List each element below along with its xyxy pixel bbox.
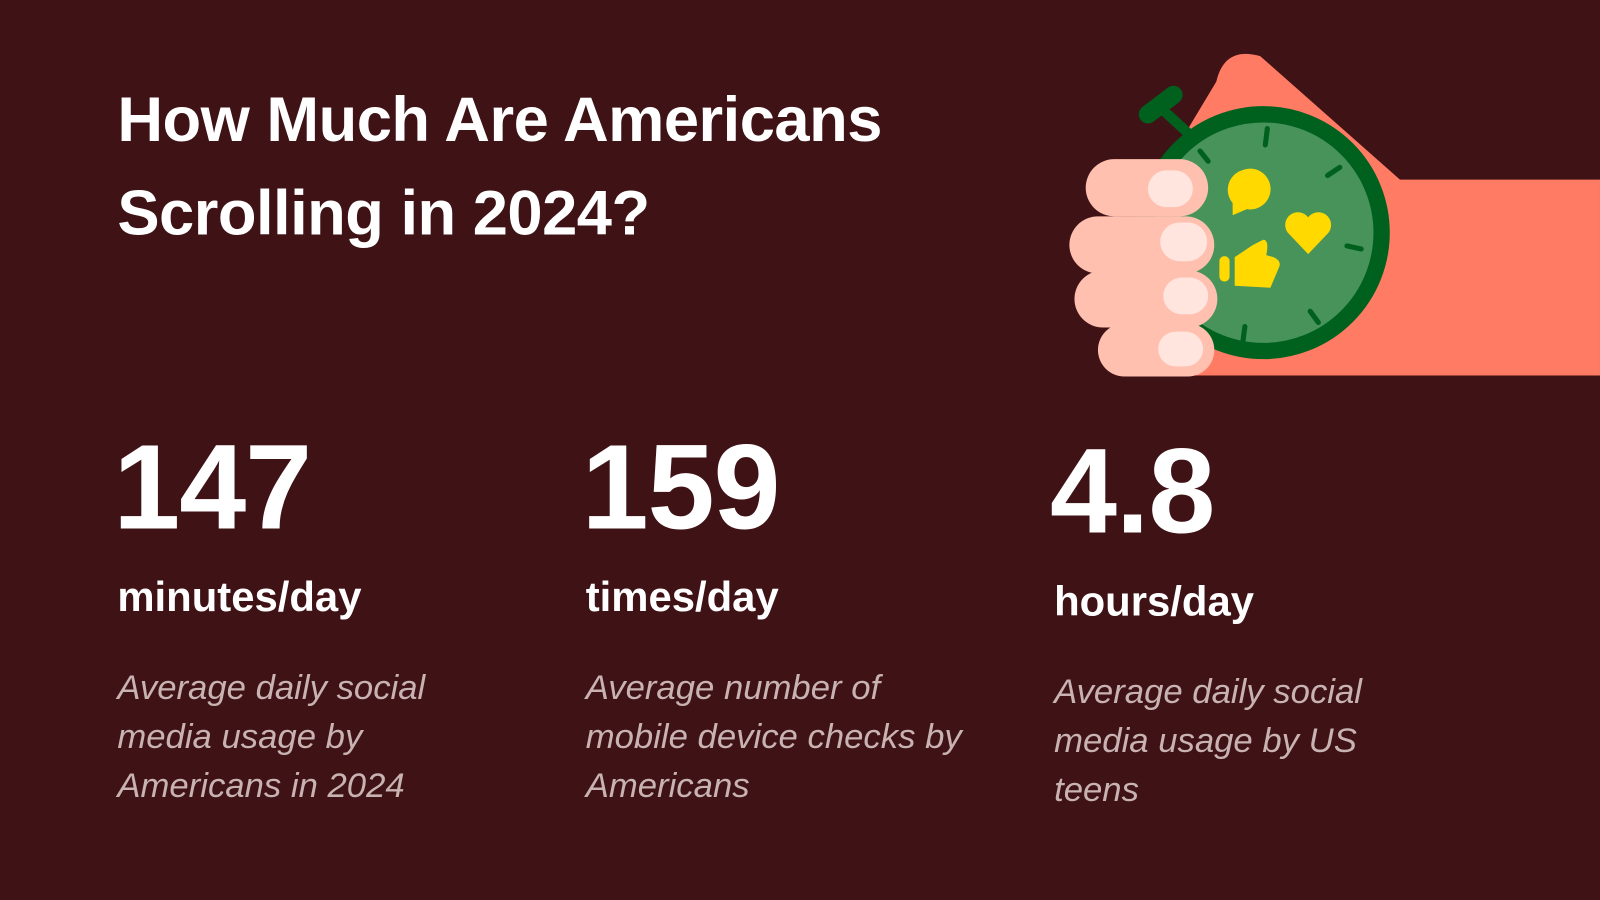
title-line-1: How Much Are Americans bbox=[117, 84, 882, 156]
stopwatch-button bbox=[1138, 85, 1195, 140]
page-title: How Much Are Americans Scrolling in 2024… bbox=[117, 73, 882, 261]
stat-description: Average number of mobile device checks b… bbox=[585, 668, 962, 806]
stat-value: 147 bbox=[113, 420, 312, 556]
speech-bubble-icon bbox=[1227, 168, 1271, 216]
heart-icon bbox=[1285, 212, 1332, 255]
stat-unit: minutes/day bbox=[117, 573, 362, 621]
stat-teen-hours-per-day: 4.8 hours/day Average daily social media… bbox=[1050, 431, 1483, 815]
stat-unit: hours/day bbox=[1054, 577, 1255, 625]
stat-checks-per-day: 159 times/day Average number of mobile d… bbox=[582, 427, 1015, 811]
title-line-2: Scrolling in 2024? bbox=[117, 178, 650, 249]
stat-unit: times/day bbox=[585, 573, 779, 621]
stat-value: 159 bbox=[581, 420, 781, 556]
stat-description: Average daily social media usage by US t… bbox=[1054, 672, 1363, 810]
fingers bbox=[1069, 159, 1218, 377]
thumbs-up-icon bbox=[1219, 239, 1280, 288]
tick-marks bbox=[1197, 126, 1364, 345]
stat-value: 4.8 bbox=[1049, 424, 1215, 560]
stat-minutes-per-day: 147 minutes/day Average daily social med… bbox=[113, 427, 546, 811]
stat-description: Average daily social media usage by Amer… bbox=[117, 668, 426, 806]
